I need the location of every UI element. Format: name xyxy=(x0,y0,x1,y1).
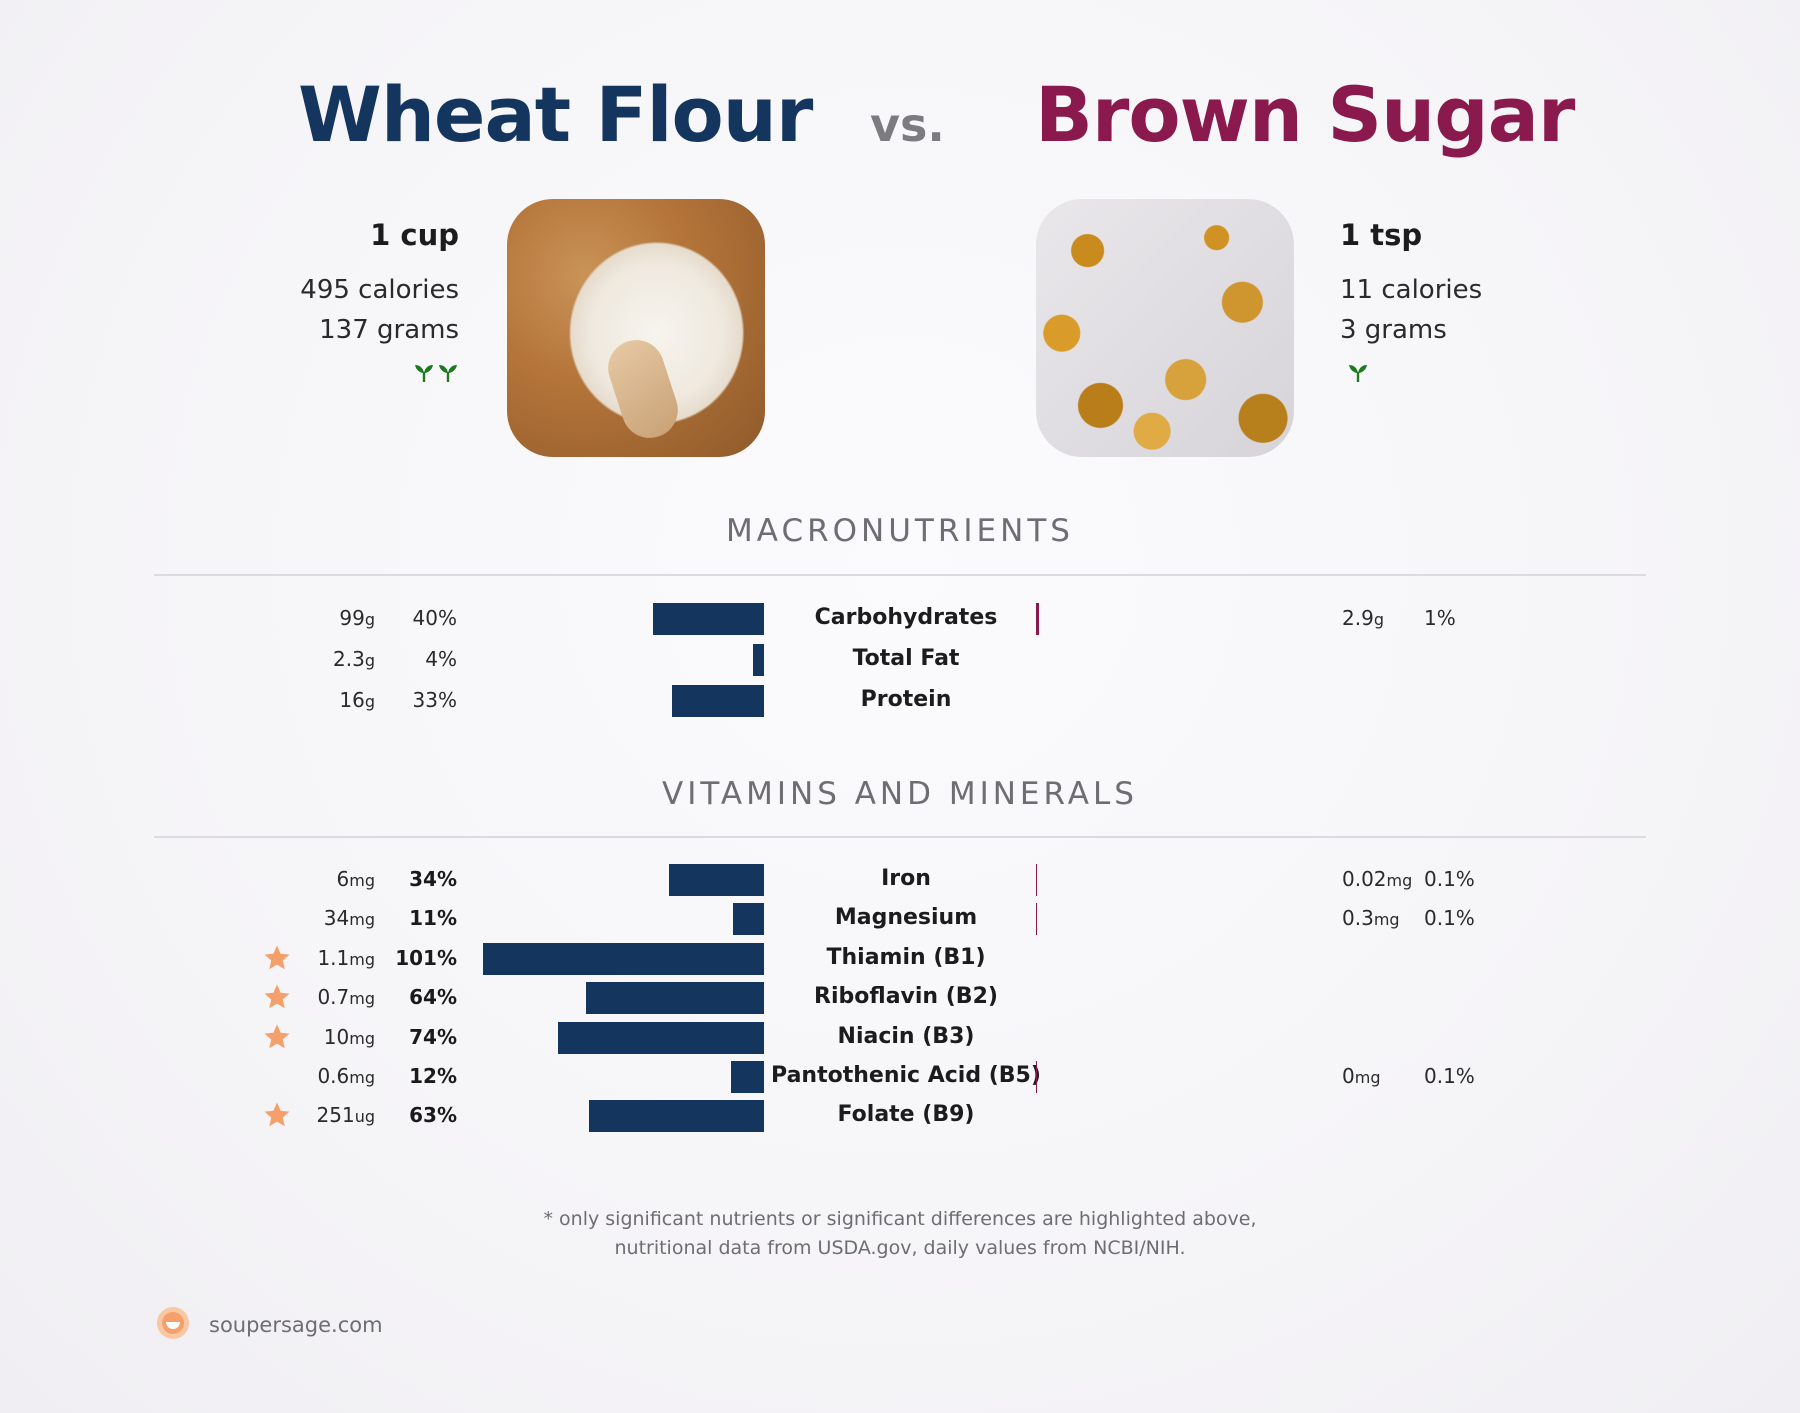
left-amount: 10mg xyxy=(323,1024,375,1049)
right-bar xyxy=(1036,903,1037,936)
star-icon xyxy=(262,1022,292,1056)
left-percent: 40% xyxy=(412,606,457,630)
right-serving: 1 tsp xyxy=(1340,218,1423,252)
left-sprout-rating xyxy=(412,360,460,388)
right-amount: 0.02mg xyxy=(1342,867,1413,891)
right-food-title: Brown Sugar xyxy=(1035,70,1575,159)
right-amount: 0.3mg xyxy=(1342,906,1400,931)
left-percent: 4% xyxy=(425,647,457,671)
chart-row: 99g 40% Carbohydrates 2.9g 1% xyxy=(0,600,1800,640)
left-serving: 1 cup xyxy=(370,218,459,252)
vitamins-divider xyxy=(154,836,1646,838)
chart-row: 1.1mg 101% Thiamin (B1) xyxy=(0,940,1800,980)
right-sprout-rating xyxy=(1346,360,1370,388)
left-amount: 99g xyxy=(339,606,375,630)
left-bar xyxy=(652,603,764,635)
left-percent: 63% xyxy=(409,1103,457,1128)
chart-row: 0.6mg 12% Pantothenic Acid (B5) 0mg 0.1% xyxy=(0,1058,1800,1098)
star-icon xyxy=(262,943,292,977)
brand[interactable]: soupersage.com xyxy=(155,1305,383,1345)
chart-row: 251ug 63% Folate (B9) xyxy=(0,1097,1800,1137)
left-amount: 251ug xyxy=(316,1103,375,1128)
left-percent: 34% xyxy=(409,867,457,891)
left-percent: 74% xyxy=(409,1024,457,1049)
left-bar xyxy=(733,903,764,936)
right-grams: 3 grams xyxy=(1340,315,1447,345)
left-percent: 11% xyxy=(409,906,457,931)
left-bar xyxy=(672,685,764,717)
left-percent: 12% xyxy=(409,1064,457,1088)
chart-row: 34mg 11% Magnesium 0.3mg 0.1% xyxy=(0,900,1800,940)
nutrient-label: Folate (B9) xyxy=(837,1102,975,1128)
left-amount: 34mg xyxy=(323,906,375,931)
flour-bowl-photo xyxy=(507,199,765,457)
left-percent: 64% xyxy=(409,985,457,1010)
nutrient-label: Protein xyxy=(860,687,952,712)
vitamins-heading: VITAMINS AND MINERALS xyxy=(662,776,1138,812)
left-grams: 137 grams xyxy=(319,315,459,345)
chart-row: 2.3g 4% Total Fat xyxy=(0,641,1800,681)
nutrient-label: Carbohydrates xyxy=(814,605,998,630)
left-amount: 6mg xyxy=(336,867,375,891)
nutrient-label: Riboflavin (B2) xyxy=(814,984,998,1010)
left-bar xyxy=(752,644,764,676)
macros-divider xyxy=(154,574,1646,576)
soupersage-logo-icon xyxy=(155,1305,191,1345)
right-percent: 1% xyxy=(1424,606,1456,630)
versus-label: vs. xyxy=(870,98,945,152)
chart-row: 16g 33% Protein xyxy=(0,682,1800,722)
left-percent: 101% xyxy=(395,945,457,970)
nutrient-label: Thiamin (B1) xyxy=(826,944,986,970)
right-calories: 11 calories xyxy=(1340,275,1483,305)
left-amount: 1.1mg xyxy=(317,945,375,970)
nutrient-label: Total Fat xyxy=(852,646,960,671)
wooden-scoop xyxy=(600,332,686,446)
sprout-icon xyxy=(436,365,460,388)
nutrient-label: Niacin (B3) xyxy=(837,1023,975,1049)
left-bar xyxy=(558,1021,764,1054)
footnote: * only significant nutrients or signific… xyxy=(0,1205,1800,1263)
footnote-line-2: nutritional data from USDA.gov, daily va… xyxy=(614,1237,1186,1259)
right-bar xyxy=(1036,1061,1037,1093)
macronutrients-heading: MACRONUTRIENTS xyxy=(726,513,1074,549)
right-percent: 0.1% xyxy=(1424,867,1475,891)
right-amount: 0mg xyxy=(1342,1064,1381,1088)
star-icon xyxy=(262,982,292,1016)
chart-row: 10mg 74% Niacin (B3) xyxy=(0,1019,1800,1059)
right-percent: 0.1% xyxy=(1424,1064,1475,1088)
brand-link[interactable]: soupersage.com xyxy=(209,1313,383,1337)
nutrient-label: Iron xyxy=(881,866,931,891)
left-calories: 495 calories xyxy=(300,275,459,305)
right-amount: 2.9g xyxy=(1342,606,1384,630)
left-amount: 0.6mg xyxy=(317,1064,375,1088)
sprout-icon xyxy=(1346,365,1370,388)
left-amount: 16g xyxy=(339,688,375,712)
chart-row: 6mg 34% Iron 0.02mg 0.1% xyxy=(0,861,1800,901)
left-percent: 33% xyxy=(412,688,457,712)
brown-sugar-crystals-photo xyxy=(1036,199,1294,457)
right-bar xyxy=(1036,603,1039,635)
sprout-icon xyxy=(412,365,436,388)
left-bar xyxy=(669,864,764,896)
star-icon xyxy=(262,1100,292,1134)
left-bar xyxy=(588,1100,764,1133)
footnote-line-1: * only significant nutrients or signific… xyxy=(543,1208,1257,1230)
left-bar xyxy=(730,1061,764,1093)
left-bar xyxy=(483,942,764,975)
left-food-title: Wheat Flour xyxy=(298,70,813,159)
nutrient-label: Pantothenic Acid (B5) xyxy=(771,1063,1041,1088)
right-percent: 0.1% xyxy=(1424,906,1475,931)
left-amount: 2.3g xyxy=(333,647,375,671)
left-bar xyxy=(586,982,764,1015)
nutrient-label: Magnesium xyxy=(834,905,978,931)
left-amount: 0.7mg xyxy=(317,985,375,1010)
right-bar xyxy=(1036,864,1037,896)
chart-row: 0.7mg 64% Riboflavin (B2) xyxy=(0,979,1800,1019)
